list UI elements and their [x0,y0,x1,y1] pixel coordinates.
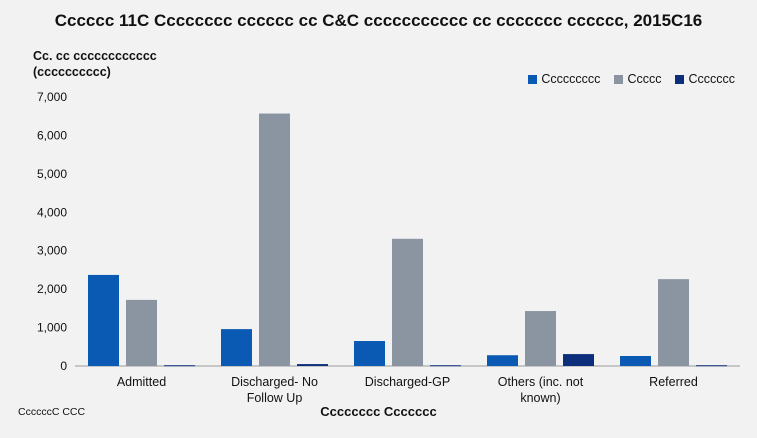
x-tick-label-line: Referred [649,375,698,389]
bar [696,365,727,367]
bar [430,365,461,367]
x-tick-label: Discharged- No Follow Up [231,375,318,405]
legend-item-2: Ccccccc [675,72,735,86]
bar [563,354,594,366]
bar [525,311,556,366]
bar [297,364,328,366]
x-tick-label: Others (inc. not known) [498,375,584,405]
y-tick-label: 6,000 [37,128,67,142]
legend-label-2: Ccccccc [688,72,735,86]
bar [126,299,157,366]
bar [164,365,195,367]
x-tick-label-line: Discharged-GP [365,375,450,389]
bar [392,238,423,366]
bar [620,356,651,366]
legend-label-1: Ccccc [627,72,662,86]
source-note: CcccccC CCC [18,406,86,418]
legend-swatch-1 [614,74,624,84]
y-tick-label: 2,000 [37,282,67,296]
y-tick-label: 7,000 [37,90,67,104]
x-tick-label-line: Follow Up [247,391,303,405]
y-tick-label: 4,000 [37,205,67,219]
x-tick-label: Discharged-GP [365,375,450,389]
legend-item-1: Ccccc [614,72,661,86]
bar [88,274,119,366]
y-tick-label: 3,000 [37,244,67,258]
bar [487,355,518,366]
x-tick-label: Admitted [117,375,166,389]
bar [354,341,385,366]
legend-label-0: Ccccccccc [541,72,601,86]
legend: Ccccccccc Ccccc Ccccccc [528,72,735,86]
x-axis-label: Cccccccc Ccccccc [320,404,437,419]
bar [221,329,252,366]
y-tick-label: 5,000 [37,167,67,181]
legend-swatch-0 [528,74,538,84]
y-tick-label: 0 [60,359,67,373]
chart-title: Cccccc 11C Cccccccc cccccc cc C&C cccccc… [54,11,703,30]
legend-swatch-2 [675,74,685,84]
x-tick-label-line: known) [520,391,560,405]
x-tick-label-line: Discharged- No [231,375,318,389]
bar [658,279,689,366]
y-tick-label: 1,000 [37,321,67,335]
x-tick-label-line: Others (inc. not [498,375,584,389]
x-tick-label: Referred [649,375,698,389]
legend-item-0: Ccccccccc [528,72,600,86]
y-axis-label: Cc. cc cccccccccccc (cccccccccc) [33,49,157,79]
bar [259,113,290,366]
x-tick-label-line: Admitted [117,375,166,389]
